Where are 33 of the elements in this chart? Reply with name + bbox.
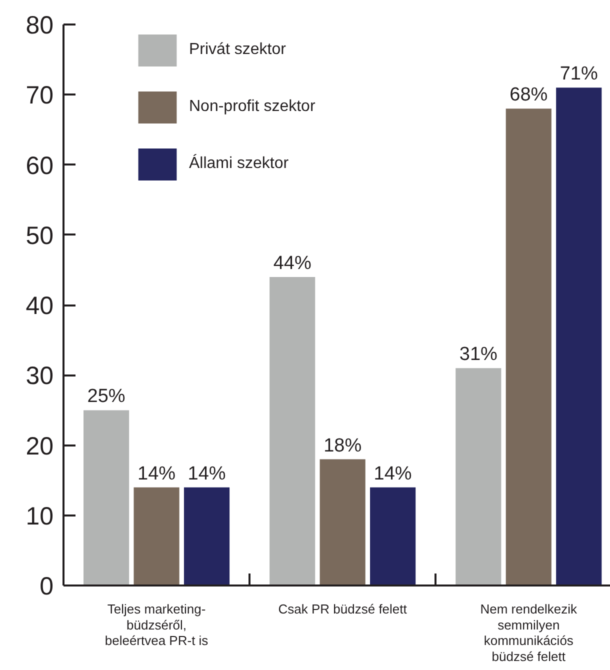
y-tick-label: 10: [26, 502, 54, 530]
bar: [320, 459, 366, 586]
bar: [134, 487, 180, 586]
x-tick-label: Teljes marketing- büdzséről, beleértvea PR-t is: [104, 602, 209, 648]
y-tick-label: 50: [26, 222, 54, 250]
data-label: 14%: [188, 463, 226, 484]
data-label: 18%: [324, 435, 362, 456]
legend-label: Non-profit szektor: [189, 97, 316, 117]
data-label: 25%: [87, 386, 126, 408]
y-tick-label: 60: [26, 152, 54, 180]
x-tick-label: Nem rendelkezik semmilyen kommunikációs büdzsé felett: [480, 602, 578, 664]
data-label: 14%: [138, 463, 176, 484]
bar: [370, 487, 416, 586]
bar: [456, 368, 502, 586]
y-tick-label: 20: [26, 432, 54, 460]
y-tick-label: 0: [40, 572, 54, 600]
bar: [84, 410, 130, 586]
legend-label: Állami szektor: [189, 153, 289, 174]
y-tick-label: 30: [26, 362, 54, 390]
data-label: 31%: [459, 344, 498, 366]
y-tick-label: 40: [26, 292, 54, 320]
data-label: 14%: [374, 463, 412, 484]
bar: [556, 88, 602, 586]
bar: [506, 108, 552, 586]
bar: [270, 276, 316, 586]
bar: [184, 487, 230, 586]
y-tick-label: 70: [26, 82, 54, 110]
data-label: 44%: [273, 252, 312, 274]
legend-label: Privát szektor: [189, 40, 286, 60]
data-label: 71%: [560, 64, 598, 85]
y-tick-label: 80: [26, 12, 54, 40]
x-tick-label: Csak PR büdzsé felett: [278, 602, 408, 616]
data-label: 68%: [510, 84, 548, 106]
